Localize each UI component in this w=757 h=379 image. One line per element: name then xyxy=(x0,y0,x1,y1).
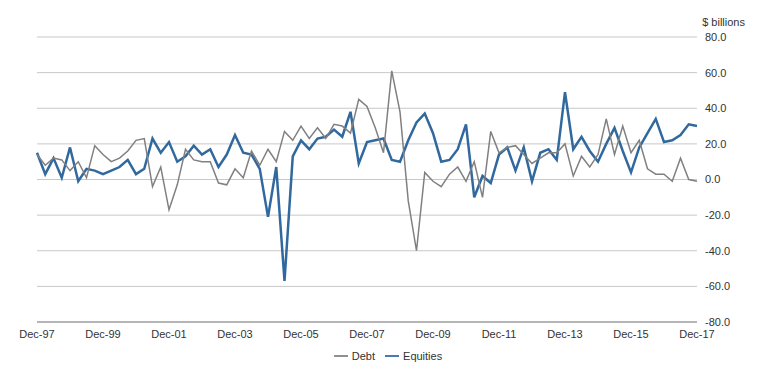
svg-text:Dec-07: Dec-07 xyxy=(349,328,384,340)
svg-text:Dec-09: Dec-09 xyxy=(415,328,450,340)
svg-text:-20.0: -20.0 xyxy=(705,209,730,221)
svg-text:Dec-03: Dec-03 xyxy=(217,328,252,340)
svg-text:-60.0: -60.0 xyxy=(705,280,730,292)
svg-text:20.0: 20.0 xyxy=(705,138,726,150)
svg-text:Dec-05: Dec-05 xyxy=(283,328,318,340)
svg-text:-80.0: -80.0 xyxy=(705,316,730,328)
html-text:Equities: Equities xyxy=(403,350,443,362)
svg-text:Dec-17: Dec-17 xyxy=(679,328,714,340)
svg-text:Dec-01: Dec-01 xyxy=(151,328,186,340)
html-text:$ billions: $ billions xyxy=(702,16,745,28)
svg-text:60.0: 60.0 xyxy=(705,67,726,79)
svg-text:Dec-97: Dec-97 xyxy=(19,328,54,340)
html-text:Debt: Debt xyxy=(351,350,375,362)
svg-text:Dec-99: Dec-99 xyxy=(85,328,120,340)
svg-text:80.0: 80.0 xyxy=(705,31,726,43)
svg-text:-40.0: -40.0 xyxy=(705,245,730,257)
svg-text:Dec-13: Dec-13 xyxy=(547,328,582,340)
svg-text:40.0: 40.0 xyxy=(705,102,726,114)
svg-text:0.0: 0.0 xyxy=(705,173,720,185)
svg-text:Dec-15: Dec-15 xyxy=(613,328,648,340)
svg-text:Dec-11: Dec-11 xyxy=(482,328,517,340)
